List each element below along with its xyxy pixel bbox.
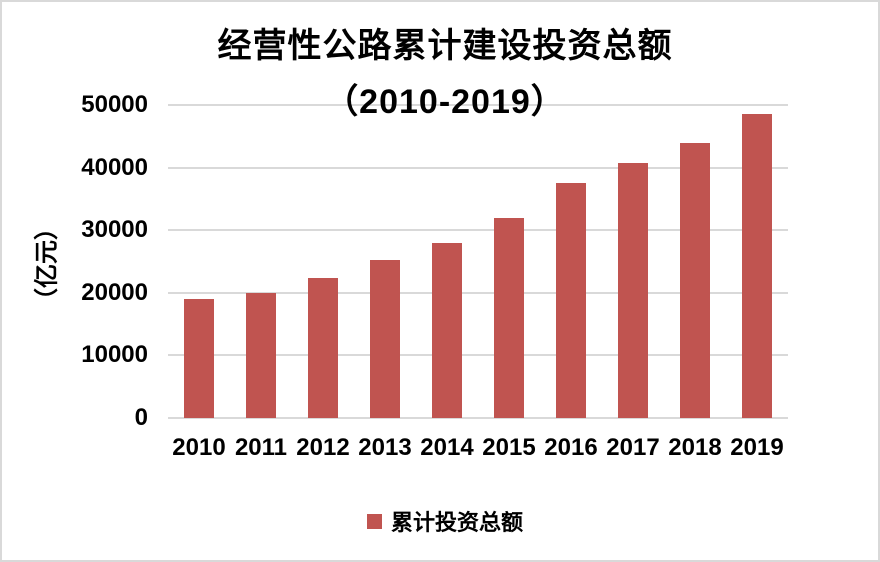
gridline bbox=[168, 417, 788, 419]
bar-2016 bbox=[556, 183, 586, 418]
gridline bbox=[168, 354, 788, 357]
y-axis-tick-label: 10000 bbox=[81, 341, 148, 369]
bar-2013 bbox=[370, 260, 400, 418]
y-axis-tick-label: 40000 bbox=[81, 153, 148, 181]
gridline bbox=[168, 166, 788, 169]
x-axis-tick-label: 2010 bbox=[172, 434, 226, 461]
x-axis-tick-label: 2017 bbox=[606, 434, 660, 461]
legend-swatch bbox=[366, 513, 382, 529]
bar-2010 bbox=[184, 299, 214, 418]
x-axis-tick-label: 2018 bbox=[668, 434, 722, 461]
x-axis-tick-label: 2019 bbox=[730, 434, 784, 461]
y-axis-tick-label: 50000 bbox=[81, 91, 148, 118]
bar-2017 bbox=[618, 163, 648, 418]
y-axis-tick-label: 20000 bbox=[81, 278, 148, 306]
x-axis-tick-label: 2013 bbox=[358, 434, 412, 461]
bar-2018 bbox=[680, 143, 710, 418]
legend: 累计投资总额 bbox=[12, 505, 878, 537]
x-axis-tick-label: 2011 bbox=[234, 434, 288, 461]
gridline bbox=[168, 291, 788, 294]
gridline bbox=[168, 104, 788, 106]
chart-title-line2: （2010-2019） bbox=[324, 83, 566, 121]
gridline bbox=[168, 229, 788, 232]
bar-2011 bbox=[246, 293, 276, 418]
bar-2015 bbox=[494, 218, 524, 418]
x-axis-tick-label: 2014 bbox=[420, 434, 474, 461]
legend-label: 累计投资总额 bbox=[390, 510, 523, 535]
y-axis-tick-label: 0 bbox=[134, 404, 148, 431]
bar-2019 bbox=[742, 114, 772, 418]
y-axis-title: （亿元） bbox=[33, 216, 61, 312]
chart-title-line1: 经营性公路累计建设投资总额 bbox=[217, 27, 673, 65]
chart-title: 经营性公路累计建设投资总额 （2010-2019） bbox=[12, 18, 878, 130]
bar-2012 bbox=[308, 278, 338, 418]
x-axis-tick-label: 2015 bbox=[482, 434, 536, 461]
x-axis-tick-label: 2016 bbox=[544, 434, 598, 461]
y-axis-tick-label: 30000 bbox=[81, 216, 148, 244]
x-axis-tick-label: 2012 bbox=[296, 434, 350, 461]
bar-2014 bbox=[432, 243, 462, 418]
